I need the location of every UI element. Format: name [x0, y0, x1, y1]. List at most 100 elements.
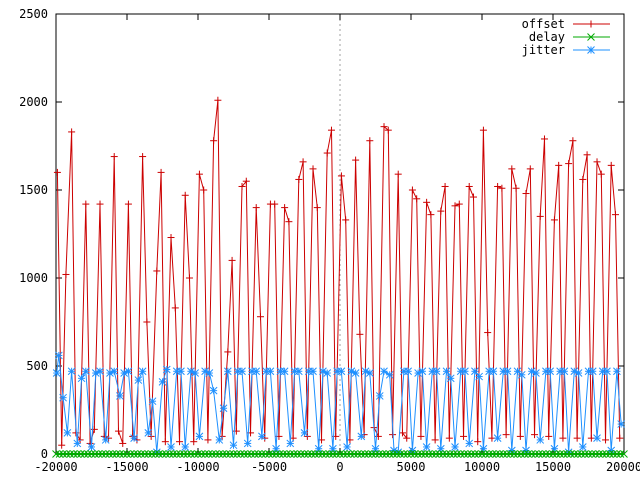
point-jitter: [223, 367, 232, 376]
point-jitter: [365, 369, 374, 377]
point-delay: [73, 450, 82, 458]
point-offset: [451, 202, 459, 210]
point-delay: [247, 450, 256, 458]
point-offset: [53, 168, 61, 176]
point-jitter: [138, 367, 147, 376]
point-jitter: [475, 372, 484, 381]
point-offset: [445, 434, 453, 442]
point-jitter: [337, 367, 346, 376]
y-tick-label: 0: [41, 447, 48, 461]
point-delay: [293, 450, 302, 458]
point-delay: [520, 450, 529, 458]
point-jitter: [574, 369, 583, 377]
point-jitter: [148, 397, 157, 406]
point-offset: [593, 158, 601, 166]
point-jitter: [187, 367, 195, 376]
point-delay: [407, 450, 415, 458]
point-offset: [597, 170, 605, 178]
point-delay: [147, 450, 156, 458]
point-offset: [555, 161, 563, 169]
x-tick-label: -15000: [105, 460, 148, 474]
point-jitter: [286, 439, 295, 448]
point-delay: [254, 450, 263, 458]
point-delay: [197, 450, 206, 458]
point-offset: [403, 434, 411, 442]
point-offset: [185, 274, 193, 282]
point-delay: [226, 450, 234, 458]
series-delay: [52, 450, 628, 458]
point-jitter: [124, 367, 133, 376]
point-offset: [460, 432, 468, 440]
point-delay: [282, 450, 291, 458]
point-offset: [110, 153, 118, 161]
point-offset: [526, 165, 534, 173]
point-delay: [325, 450, 334, 458]
point-delay: [240, 450, 249, 458]
point-offset: [474, 438, 482, 446]
point-jitter: [536, 436, 545, 444]
point-jitter: [446, 374, 455, 383]
point-jitter: [578, 443, 587, 451]
point-offset: [214, 96, 222, 104]
point-delay: [172, 450, 181, 458]
point-offset: [114, 427, 122, 435]
point-offset: [437, 207, 445, 215]
point-delay: [155, 450, 163, 458]
point-delay: [101, 450, 110, 458]
point-delay: [570, 450, 579, 458]
point-delay: [84, 450, 92, 458]
point-offset: [327, 126, 335, 134]
point-jitter: [229, 441, 238, 450]
point-delay: [446, 450, 454, 458]
point-jitter: [617, 420, 626, 428]
point-offset: [204, 436, 212, 444]
point-offset: [181, 191, 189, 199]
y-tick-label: 1500: [19, 183, 48, 197]
point-delay: [460, 450, 469, 458]
point-delay: [488, 450, 497, 458]
point-delay: [116, 450, 124, 458]
point-offset: [522, 190, 530, 198]
point-offset: [569, 137, 577, 145]
point-delay: [314, 450, 323, 458]
point-offset: [242, 177, 250, 185]
point-jitter: [54, 351, 63, 360]
y-tick-label: 1000: [19, 271, 48, 285]
point-offset: [602, 436, 610, 444]
point-jitter: [158, 377, 167, 386]
point-jitter: [280, 367, 289, 376]
point-delay: [527, 450, 536, 458]
point-delay: [289, 450, 298, 458]
point-delay: [595, 450, 604, 458]
point-offset: [384, 126, 392, 134]
point-delay: [421, 450, 430, 458]
point-delay: [123, 450, 131, 458]
point-jitter: [309, 367, 317, 376]
point-jitter: [258, 432, 266, 441]
point-delay: [478, 450, 486, 458]
point-delay: [343, 450, 351, 458]
point-jitter: [613, 367, 621, 376]
point-jitter: [87, 443, 96, 451]
point-delay: [162, 450, 170, 458]
point-delay: [59, 450, 67, 458]
point-offset: [427, 211, 435, 219]
point-offset: [469, 193, 477, 201]
point-offset: [417, 432, 425, 440]
point-offset: [195, 170, 203, 178]
point-jitter: [300, 429, 309, 437]
point-delay: [417, 450, 426, 458]
point-delay: [492, 450, 501, 458]
point-jitter: [380, 367, 388, 376]
x-tick-label: 10000: [464, 460, 500, 474]
point-offset: [139, 153, 147, 161]
point-jitter: [493, 434, 502, 443]
point-offset: [611, 211, 619, 219]
point-delay: [605, 450, 614, 458]
legend-marker-jitter: [587, 46, 595, 54]
point-offset: [536, 212, 544, 220]
point-delay: [581, 450, 589, 458]
point-offset: [494, 182, 502, 190]
point-delay: [481, 450, 490, 458]
